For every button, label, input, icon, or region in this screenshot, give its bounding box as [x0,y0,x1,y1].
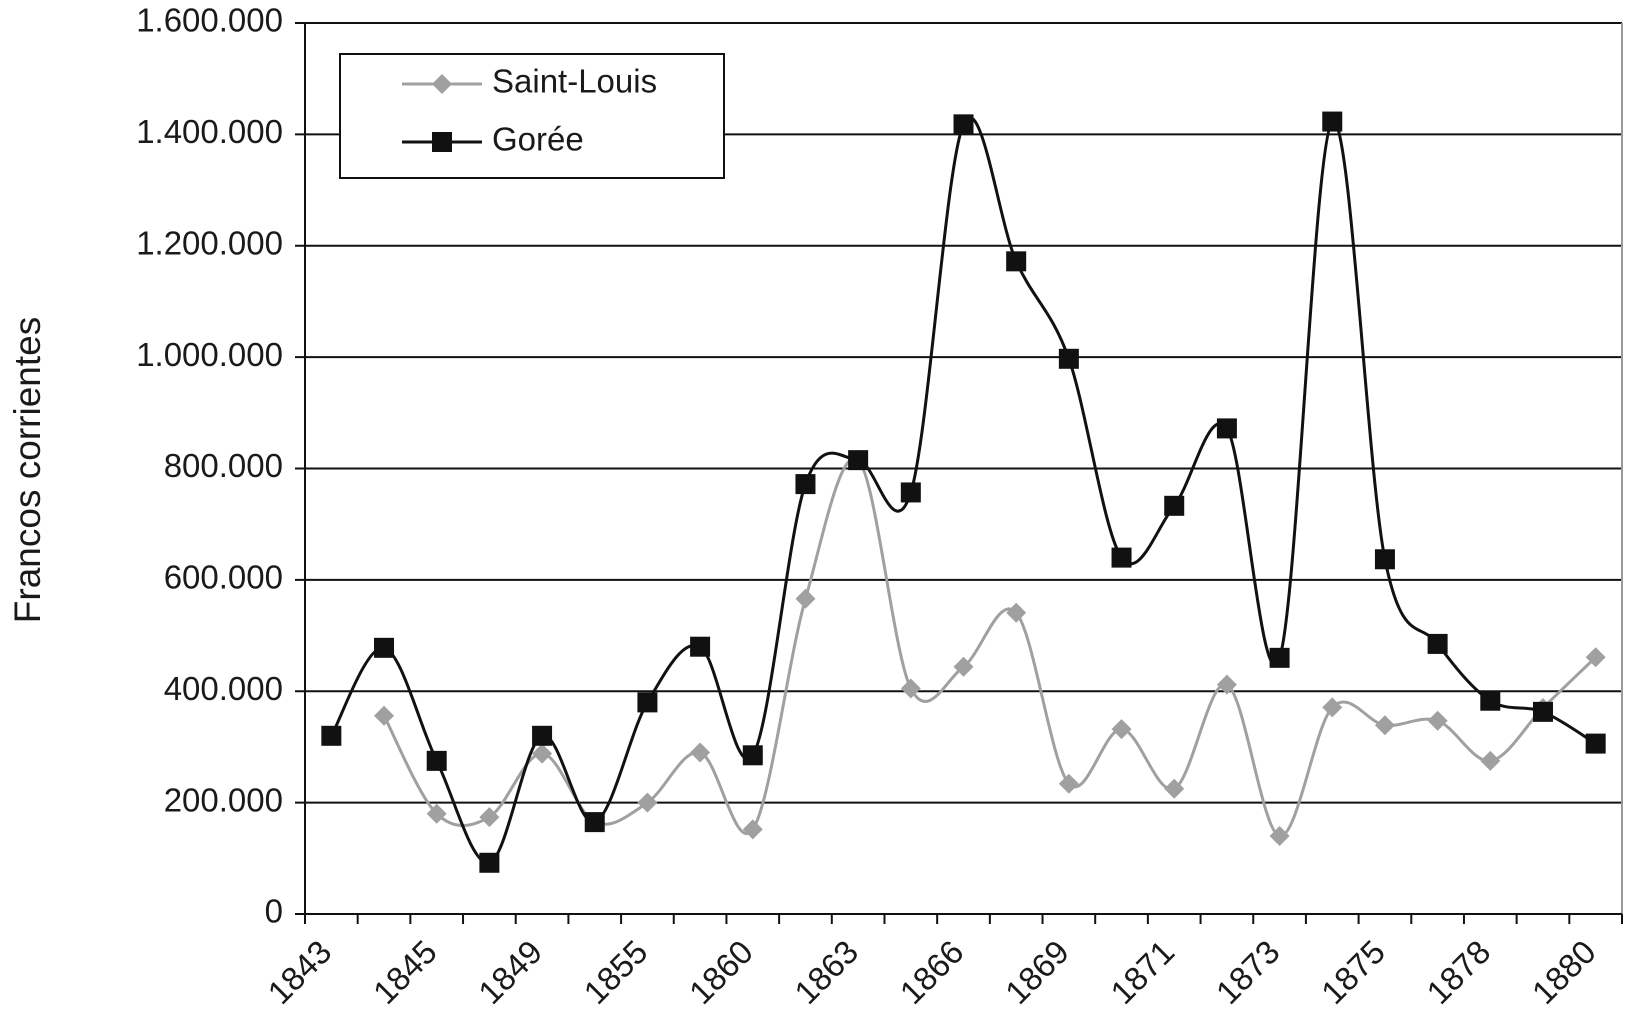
y-axis-title: Francos corrientes [7,317,48,623]
data-point [374,705,395,726]
x-tick-label: 1866 [893,933,971,1011]
data-point [1058,773,1079,794]
data-point [532,743,553,764]
x-tick-label: 1869 [998,933,1076,1011]
y-tick-label: 1.000.000 [136,336,283,373]
x-tick-label: 1875 [1314,933,1392,1011]
x-tick-label: 1860 [682,933,760,1011]
data-point [1585,733,1606,754]
data-point [1111,719,1132,740]
data-point [795,474,816,495]
data-point [1427,633,1448,654]
y-tick-label: 800.000 [164,447,283,484]
data-point [1427,710,1448,731]
data-point [532,725,553,746]
data-point [584,812,605,833]
y-tick-label: 1.400.000 [136,113,283,150]
data-point [1480,690,1501,711]
data-point [900,482,921,503]
data-point [690,636,711,657]
data-point [1216,418,1237,439]
data-point [637,792,658,813]
data-point [1058,348,1079,369]
series-line [330,116,1597,865]
data-point [1322,111,1343,132]
y-tick-label: 200.000 [164,781,283,818]
y-tick-label: 400.000 [164,670,283,707]
data-point [1480,750,1501,771]
data-point [1006,251,1027,272]
data-point [1322,697,1343,718]
legend-marker [432,74,452,94]
x-tick-label: 1845 [366,933,444,1011]
x-tick-label: 1880 [1525,933,1603,1011]
data-point [953,656,974,677]
data-point [900,678,921,699]
data-point [321,725,342,746]
data-point [742,819,763,840]
x-tick-label: 1863 [787,933,865,1011]
x-tick-label: 1843 [260,933,338,1011]
data-point [426,750,447,771]
x-tick-label: 1855 [576,933,654,1011]
legend-label: Saint-Louis [492,63,657,100]
legend-marker [432,132,452,152]
legend-box [339,53,725,179]
data-point [374,637,395,658]
x-tick-label: 1878 [1419,933,1497,1011]
data-point [1111,547,1132,568]
data-point [953,114,974,135]
data-point [1164,778,1185,799]
y-tick-label: 1.200.000 [136,224,283,261]
data-point [1532,701,1553,722]
data-point [742,745,763,766]
data-point [1374,715,1395,736]
y-tick-label: 600.000 [164,559,283,596]
data-point [426,803,447,824]
legend-label: Gorée [492,121,584,158]
data-point [1216,674,1237,695]
y-tick-label: 0 [265,893,283,930]
data-point [1374,549,1395,570]
data-point [690,742,711,763]
data-point [479,852,500,873]
x-tick-label: 1871 [1103,933,1181,1011]
data-point [637,692,658,713]
data-point [1006,602,1027,623]
data-point [1585,647,1606,668]
y-tick-label: 1.600.000 [136,2,283,39]
x-tick-label: 1849 [471,933,549,1011]
data-point [848,450,869,471]
data-point [479,807,500,828]
data-point [795,588,816,609]
data-point [1164,495,1185,516]
data-point [1269,647,1290,668]
x-tick-label: 1873 [1209,933,1287,1011]
series-line [382,457,1597,838]
data-point [1269,826,1290,847]
